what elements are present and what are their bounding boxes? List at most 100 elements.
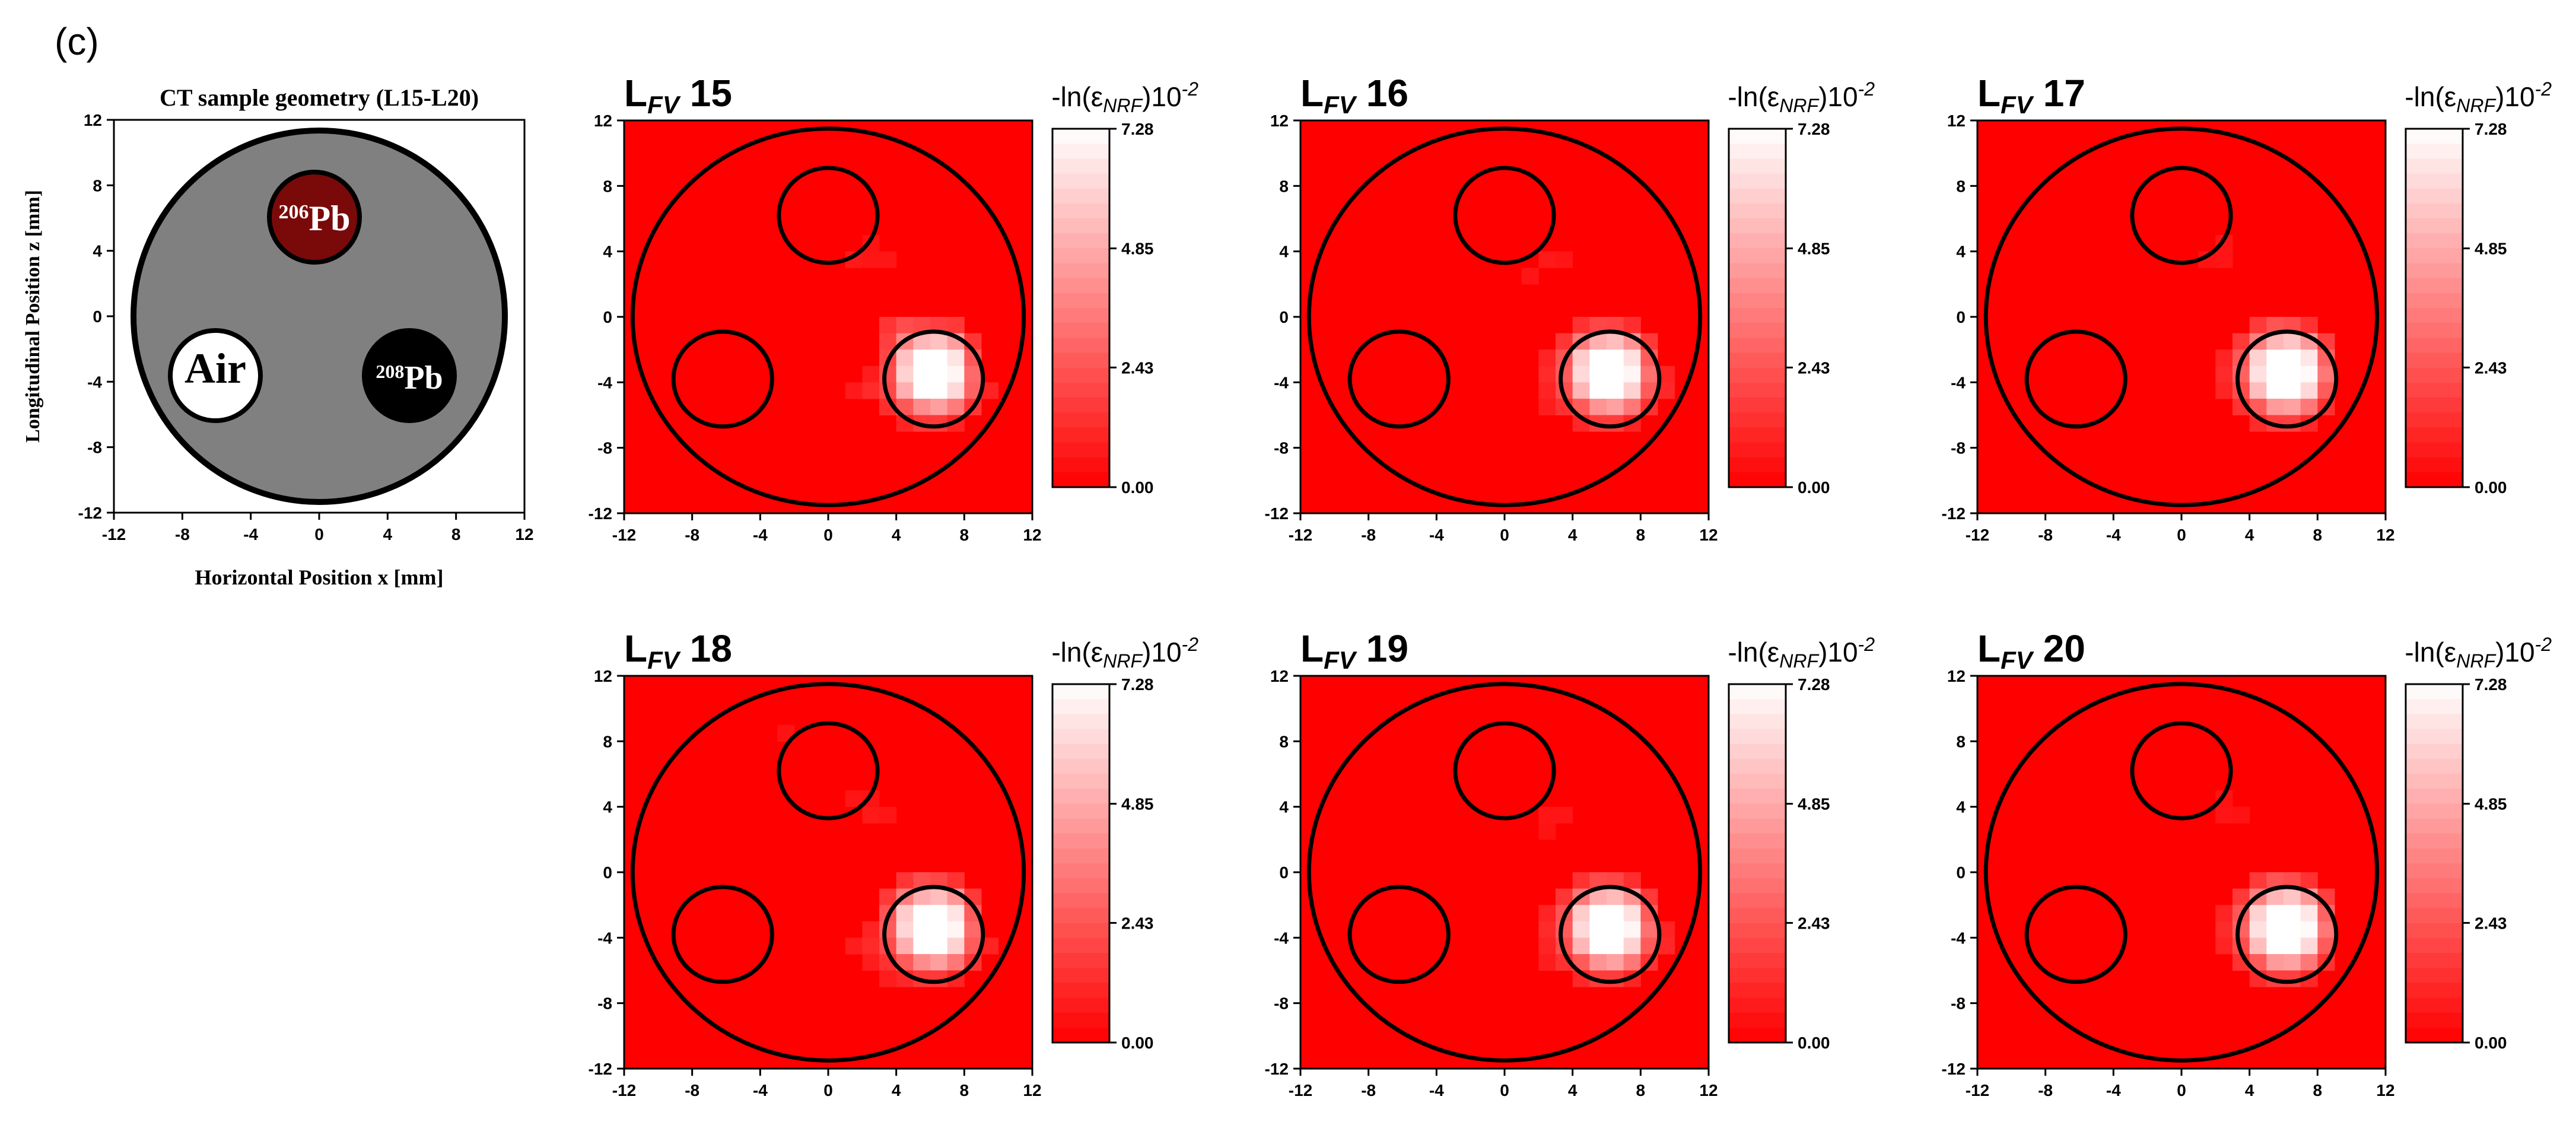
colorbar-bands bbox=[2406, 129, 2463, 488]
colorbar-band bbox=[1052, 743, 1109, 759]
air-circle-outline bbox=[2024, 329, 2127, 429]
x-tick-label: -12 bbox=[1966, 526, 1989, 544]
colorbar-frame bbox=[1051, 128, 1111, 488]
colorbar-title-prefix: -ln( bbox=[1728, 637, 1767, 668]
y-tick-label: -4 bbox=[1951, 373, 1966, 392]
colorbar-frame bbox=[2405, 128, 2464, 488]
colorbar-band bbox=[1729, 953, 1786, 968]
pb206-circle-outline bbox=[1453, 166, 1556, 265]
heatmap-cell bbox=[2284, 938, 2301, 955]
y-tick-label: 8 bbox=[1956, 732, 1966, 751]
colorbar-band bbox=[2406, 263, 2463, 279]
colorbar-band bbox=[1052, 338, 1109, 354]
colorbar-band bbox=[2406, 442, 2463, 458]
heatmap-cell bbox=[930, 954, 948, 971]
heatmap-cell bbox=[1521, 268, 1539, 285]
colorbar-title-subscript: NRF bbox=[2456, 650, 2497, 672]
colorbar-title-prefix: -ln( bbox=[2405, 637, 2444, 668]
colorbar-tick-label: 2.43 bbox=[1121, 358, 1154, 377]
heatmap-cell bbox=[1572, 382, 1590, 399]
heatmap-cell bbox=[2249, 317, 2267, 334]
colorbar-tick-label: 2.43 bbox=[2475, 358, 2507, 377]
colorbar-band bbox=[1052, 144, 1109, 159]
colorbar-band bbox=[1052, 953, 1109, 968]
pb206-label: 206Pb bbox=[278, 199, 350, 238]
y-tick-label: 12 bbox=[594, 667, 612, 685]
colorbar-title: -ln(εNRF)10-2 bbox=[1728, 78, 1875, 116]
heatmap-cell bbox=[2215, 938, 2233, 955]
heatmap-cell bbox=[2249, 366, 2267, 383]
pb208-circle-outline bbox=[1559, 329, 1662, 429]
x-tick-label: 4 bbox=[2245, 1081, 2254, 1099]
colorbar-title-suffix: )10 bbox=[1818, 81, 1858, 112]
colorbar-band bbox=[1052, 684, 1109, 700]
y-tick-label: 4 bbox=[93, 242, 102, 260]
colorbar-band bbox=[2406, 427, 2463, 443]
colorbar-band bbox=[1052, 729, 1109, 745]
heatmap-cell bbox=[947, 366, 965, 383]
colorbar-tick-label: 0.00 bbox=[2475, 1034, 2507, 1052]
x-tick-label: 12 bbox=[1023, 526, 1041, 544]
heatmap-cell bbox=[2300, 954, 2318, 971]
colorbar-band bbox=[1729, 908, 1786, 924]
heatmap-cell bbox=[1607, 333, 1624, 350]
y-tick-label: -12 bbox=[589, 504, 612, 523]
colorbar-band bbox=[2406, 803, 2463, 819]
heatmap-cell bbox=[913, 938, 931, 955]
heatmap-cell bbox=[930, 333, 948, 350]
heatmap-cell bbox=[2300, 349, 2318, 367]
heatmap-cell bbox=[1572, 366, 1590, 383]
colorbar-band bbox=[1052, 367, 1109, 383]
colorbar-band bbox=[1729, 248, 1786, 264]
panel-title-number: 19 bbox=[1366, 627, 1408, 670]
heatmap-cell bbox=[2232, 921, 2250, 938]
heatmap-cell bbox=[964, 921, 982, 938]
heatmap-cell bbox=[2249, 905, 2267, 922]
panel-title: LFV 17 bbox=[1977, 72, 2085, 119]
y-tick-label: 4 bbox=[603, 243, 612, 261]
x-tick-label: -4 bbox=[753, 1081, 768, 1099]
colorbar-band bbox=[1052, 263, 1109, 279]
colorbar-band bbox=[1729, 144, 1786, 159]
colorbar-band bbox=[1729, 308, 1786, 323]
air-circle-outline bbox=[671, 885, 774, 984]
outer-circle-outline bbox=[1983, 126, 2380, 507]
panel-title-letter: L bbox=[1977, 72, 2001, 115]
heatmap-cell bbox=[1623, 349, 1641, 367]
x-tick-label: -12 bbox=[612, 526, 636, 544]
x-tick-label: 8 bbox=[960, 526, 969, 544]
colorbar-band bbox=[2406, 923, 2463, 939]
colorbar-band bbox=[1729, 203, 1786, 219]
colorbar-band bbox=[1052, 1027, 1109, 1043]
colorbar-band bbox=[1052, 278, 1109, 294]
colorbar-band bbox=[1052, 923, 1109, 939]
heatmap-cell bbox=[2232, 333, 2250, 350]
y-tick-label: 12 bbox=[594, 112, 612, 130]
colorbar-band bbox=[1729, 367, 1786, 383]
colorbar-title: -ln(εNRF)10-2 bbox=[1728, 634, 1875, 672]
heatmap-cell bbox=[947, 382, 965, 399]
colorbar-bands bbox=[1052, 129, 1109, 488]
x-tick-label: -12 bbox=[1966, 1081, 1989, 1099]
colorbar-tick-label: 4.85 bbox=[2475, 240, 2507, 258]
heatmap-panel-18: LFV 18 -12-12 -8 -8 -4 -4 0 0 4 4 8 8 12 12 7.28 4.85 2.4… bbox=[589, 627, 1199, 1099]
heatmap-background bbox=[624, 676, 1032, 1069]
x-tick-label: 8 bbox=[1636, 526, 1646, 544]
heatmap-cell bbox=[1623, 872, 1641, 889]
colorbar-band bbox=[1052, 968, 1109, 983]
pb206-insert bbox=[267, 170, 362, 265]
heatmap-cell bbox=[896, 938, 914, 955]
colorbar-band bbox=[2406, 293, 2463, 309]
heatmap-cell bbox=[1556, 366, 1573, 383]
x-tick-label: 0 bbox=[823, 526, 833, 544]
colorbar-title-exponent: -2 bbox=[1182, 78, 1199, 100]
colorbar-band bbox=[1052, 833, 1109, 849]
geometry-xlabel: Horizontal Position x [mm] bbox=[195, 565, 444, 589]
heatmap-cell bbox=[2249, 349, 2267, 367]
panel-title: LFV 15 bbox=[624, 72, 732, 119]
colorbar-band bbox=[1052, 233, 1109, 249]
colorbar-band bbox=[2406, 188, 2463, 204]
heatmap-cell bbox=[1607, 888, 1624, 905]
heatmap-cell bbox=[879, 317, 897, 334]
heatmap-cell bbox=[930, 398, 948, 415]
